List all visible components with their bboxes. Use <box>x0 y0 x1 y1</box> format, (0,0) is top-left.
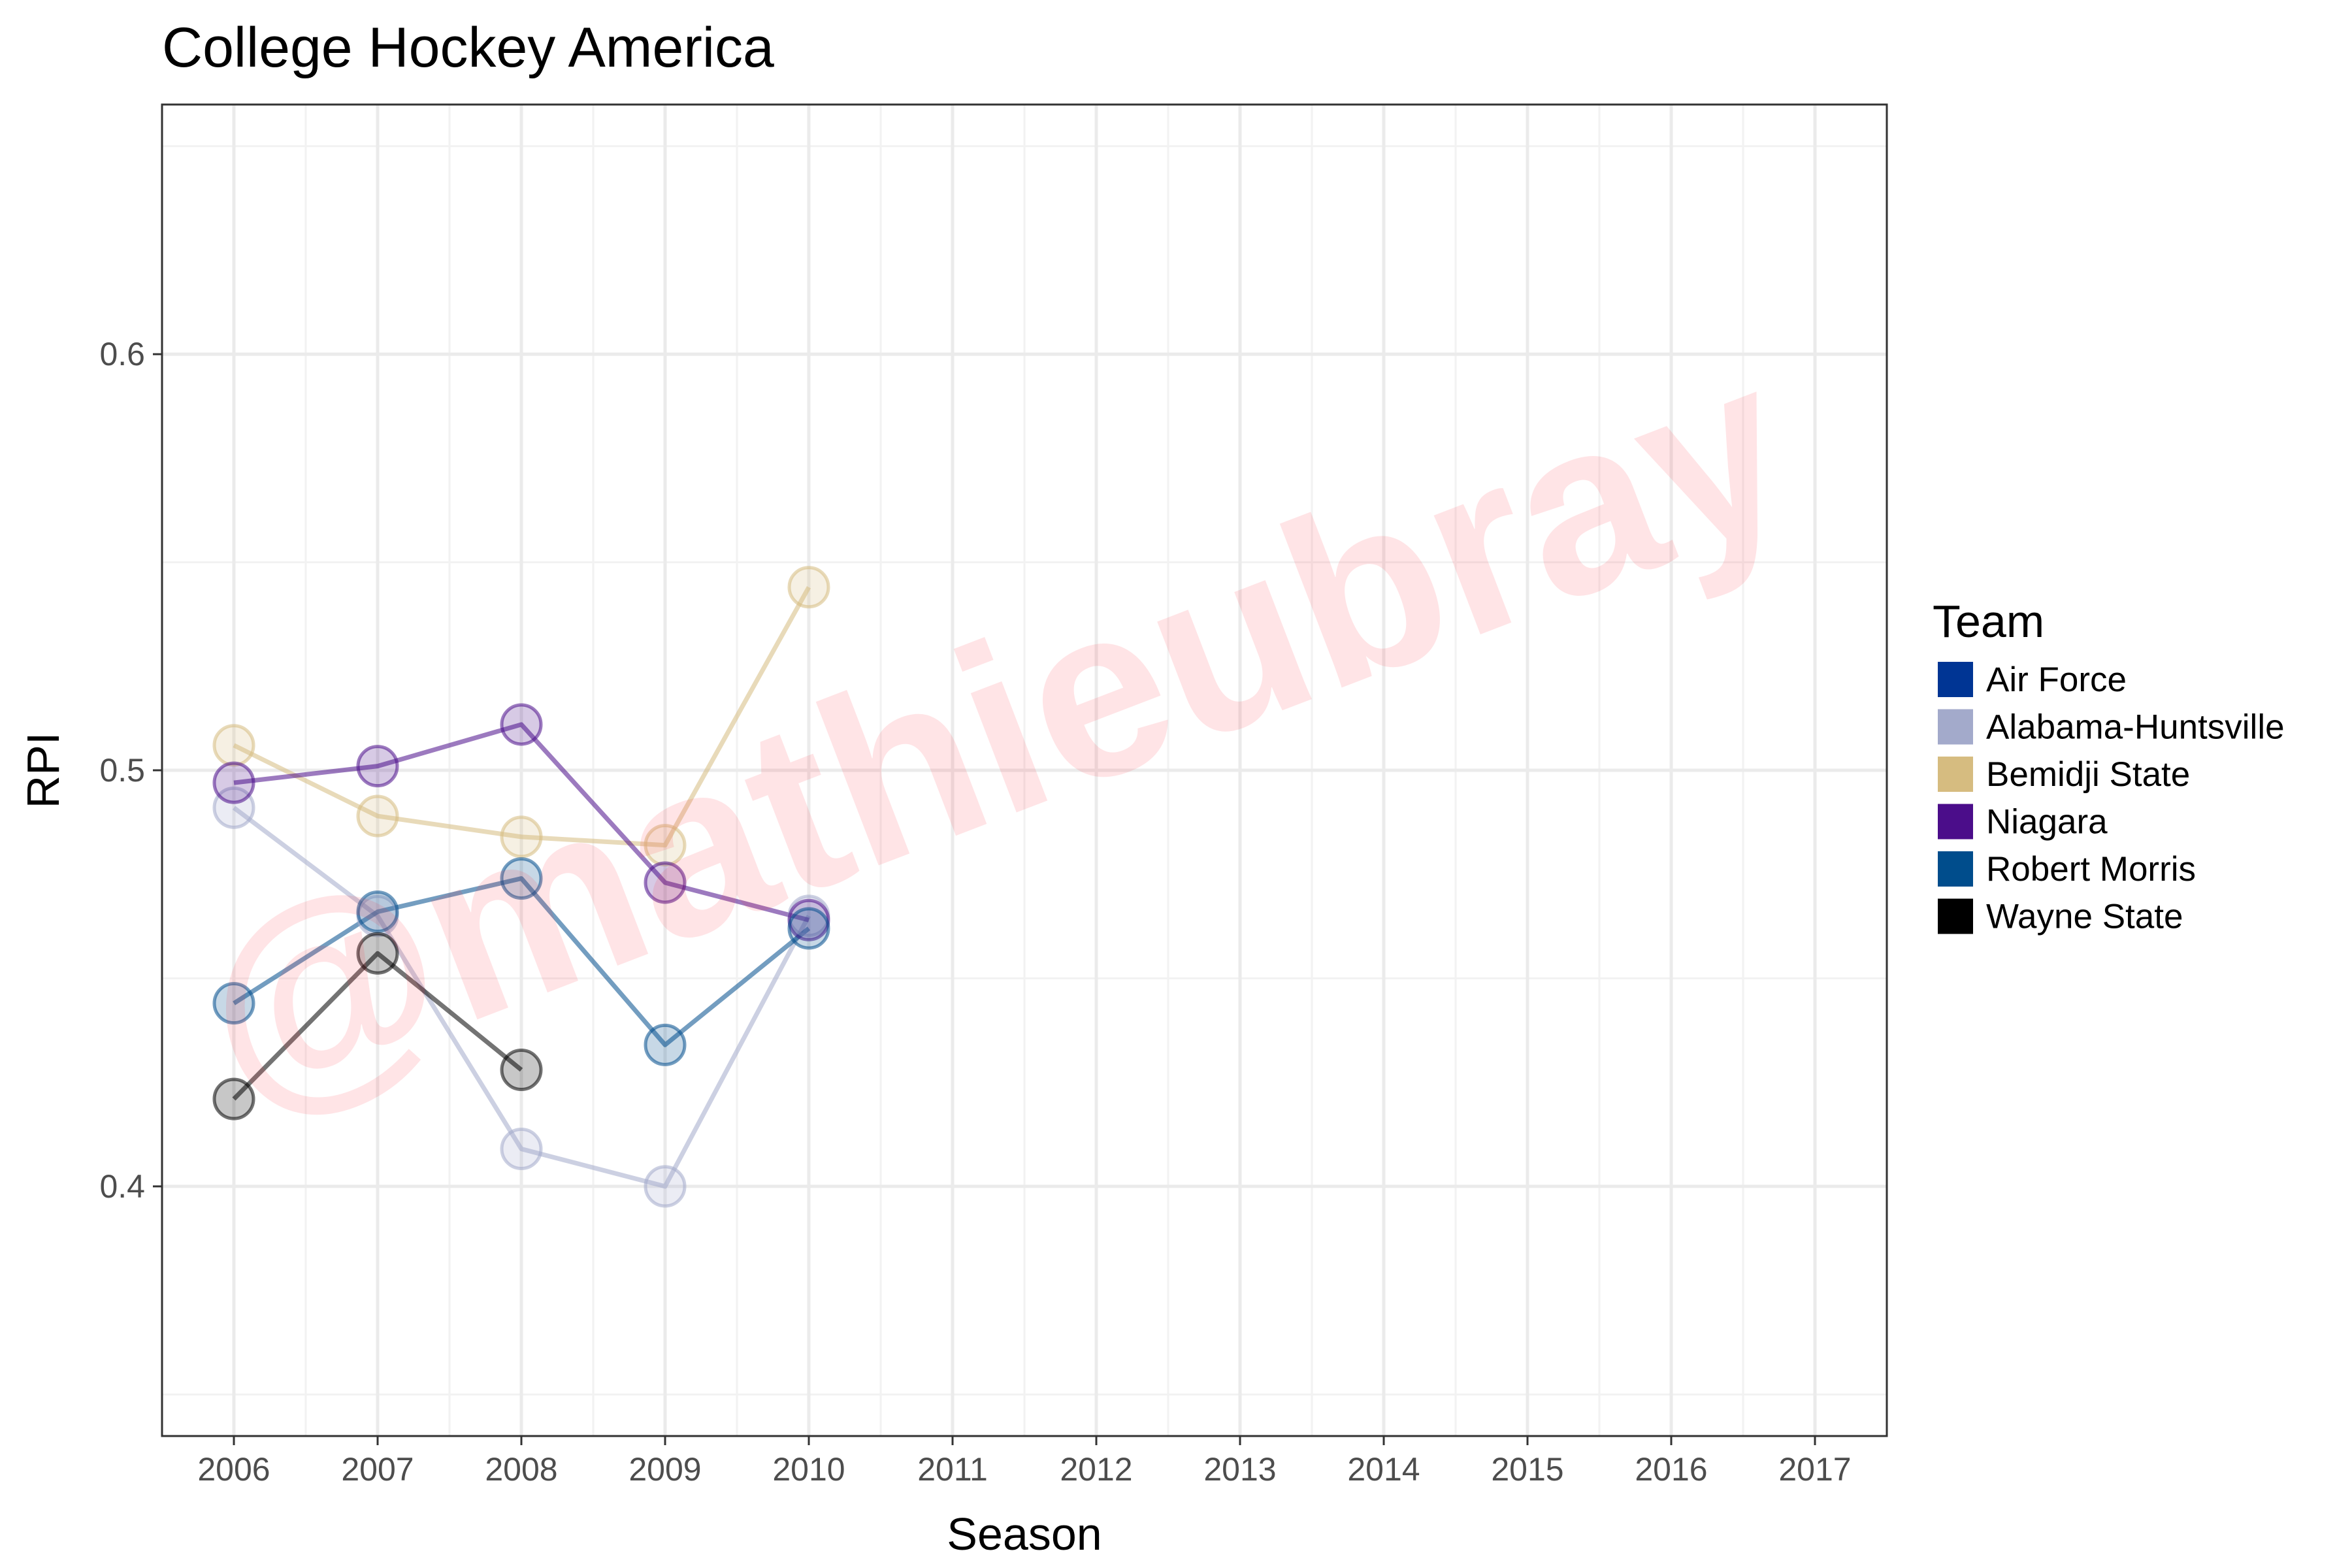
series-point-3 <box>212 761 255 804</box>
x-tick-label: 2015 <box>1491 1451 1563 1488</box>
series-point-3 <box>356 745 399 788</box>
series-point-1 <box>500 1128 543 1171</box>
x-tick-label: 2008 <box>485 1451 557 1488</box>
x-tick-label: 2012 <box>1060 1451 1132 1488</box>
x-tick-label: 2011 <box>917 1451 988 1488</box>
x-tick-label: 2014 <box>1347 1451 1420 1488</box>
series-line-4 <box>233 876 811 1047</box>
x-tick-label: 2013 <box>1203 1451 1276 1488</box>
series-point-3 <box>500 703 543 746</box>
legend-key <box>1938 709 1973 745</box>
x-tick-label: 2010 <box>772 1451 845 1488</box>
series-points <box>212 566 830 1208</box>
y-tick-label: 0.4 <box>99 1168 145 1205</box>
x-axis: 2006 2007 2008 2009 2010 2011 2012 2013 2014 2015… <box>197 1436 1852 1488</box>
series-point-5 <box>356 932 399 975</box>
series-line-5 <box>232 951 523 1101</box>
chart-title: College Hockey America <box>162 16 774 79</box>
series-point-4 <box>356 890 399 934</box>
y-tick-label: 0.5 <box>99 752 145 789</box>
y-axis-title: RPI <box>18 732 69 809</box>
series-line-3 <box>233 722 809 923</box>
series-point-2 <box>644 824 687 867</box>
y-tick-label: 0.6 <box>99 336 145 372</box>
series-point-2 <box>212 724 255 767</box>
legend-key <box>1938 898 1973 934</box>
series-point-2 <box>356 794 399 838</box>
x-tick-label: 2007 <box>341 1451 414 1488</box>
x-tick-label: 2017 <box>1778 1451 1851 1488</box>
series-point-1 <box>644 1165 687 1208</box>
x-tick-label: 2016 <box>1635 1451 1707 1488</box>
major-gridlines <box>162 105 1887 1436</box>
legend-label: Wayne State <box>1986 898 2183 936</box>
legend-label: Air Force <box>1986 661 2127 699</box>
series-point-2 <box>787 566 830 609</box>
series-point-4 <box>787 907 830 950</box>
series-point-2 <box>500 815 543 858</box>
series-line-1 <box>232 806 811 1189</box>
legend-key <box>1938 804 1973 840</box>
y-axis: 0.4 0.5 0.6 <box>99 336 162 1205</box>
x-axis-title: Season <box>947 1509 1102 1560</box>
x-tick-label: 2009 <box>629 1451 701 1488</box>
series-line-2 <box>233 586 811 848</box>
legend-key <box>1938 662 1973 697</box>
series-point-5 <box>500 1049 543 1092</box>
series-point-4 <box>644 1023 687 1066</box>
legend-label: Alabama-Huntsville <box>1986 708 2285 747</box>
legend-key <box>1938 757 1973 792</box>
legend-label: Niagara <box>1986 803 2108 841</box>
series-point-4 <box>212 982 255 1025</box>
series-lines <box>232 586 811 1189</box>
series-point-3 <box>644 861 687 904</box>
legend-title: Team <box>1933 596 2044 647</box>
legend-label: Robert Morris <box>1986 850 2196 889</box>
series-point-4 <box>500 857 543 900</box>
series-point-5 <box>212 1077 255 1120</box>
x-tick-label: 2006 <box>197 1451 270 1488</box>
legend: Team Air Force Alabama-Huntsville Bemidji … <box>1933 596 2285 936</box>
legend-label: Bemidji State <box>1986 755 2190 794</box>
legend-key <box>1938 851 1973 887</box>
